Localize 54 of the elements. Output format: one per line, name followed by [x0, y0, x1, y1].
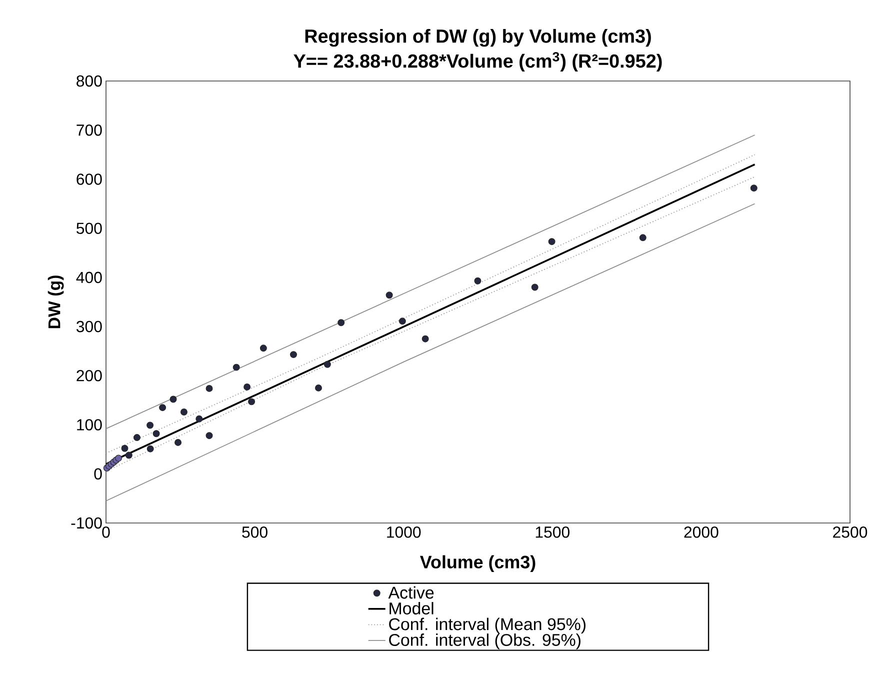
point: [386, 292, 393, 299]
point: [315, 384, 322, 392]
point: [206, 384, 213, 392]
chart-title: Regression of DW (g) by Volume (cm3): [305, 28, 651, 47]
y-tick-label: 400: [76, 272, 102, 284]
y-axis-title: DW (g): [48, 276, 64, 328]
y-tick-label: 800: [76, 75, 102, 87]
point: [115, 454, 122, 462]
y-tick-label: 200: [76, 370, 102, 382]
point: [170, 396, 177, 403]
x-tick-label: 1500: [536, 526, 570, 538]
y-tick-label: -100: [71, 517, 102, 529]
x-axis-title: Volume (cm3): [420, 555, 536, 572]
x-tick-label: 500: [242, 526, 268, 538]
point: [531, 284, 538, 291]
point: [324, 360, 331, 368]
legend-label: Model: [390, 602, 434, 614]
y-tick-label: 0: [94, 468, 102, 480]
y-tick-label: 700: [76, 124, 102, 136]
x-tick-label: 2500: [833, 526, 868, 538]
point: [206, 432, 213, 440]
y-tick-label: 600: [76, 174, 102, 185]
point: [133, 434, 140, 442]
x-tick-label: 2000: [684, 526, 718, 538]
x-tick-label: 0: [102, 526, 110, 538]
point: [750, 184, 758, 192]
point: [422, 335, 429, 342]
y-tick-label: 100: [77, 419, 102, 430]
legend-label: Conf. interval (Mean 95%): [389, 618, 586, 634]
x-tick-label: 1000: [387, 526, 421, 538]
point: [174, 438, 182, 446]
point: [474, 277, 482, 284]
point: [125, 452, 132, 459]
point: [146, 422, 154, 429]
point: [152, 430, 160, 438]
point: [639, 234, 646, 242]
point: [121, 444, 128, 452]
point: [196, 415, 203, 422]
chart-subtitle: Y== 23.88+0.288*Volume (cm$^{3}$) (R²=0.952): [294, 52, 662, 72]
legend-label: Conf. interval (Obs. 95%): [389, 634, 580, 650]
point: [159, 404, 166, 412]
point: [338, 319, 345, 326]
y-tick-label: 300: [76, 320, 102, 332]
point: [260, 344, 267, 352]
y-tick-label: 500: [76, 222, 102, 234]
legend-label: Active: [388, 586, 434, 599]
point: [398, 318, 406, 325]
point: [180, 408, 188, 416]
point: [290, 351, 297, 358]
point: [548, 238, 556, 246]
point: [232, 364, 240, 371]
point: [146, 445, 154, 452]
point: [244, 383, 251, 390]
point: [248, 398, 256, 406]
